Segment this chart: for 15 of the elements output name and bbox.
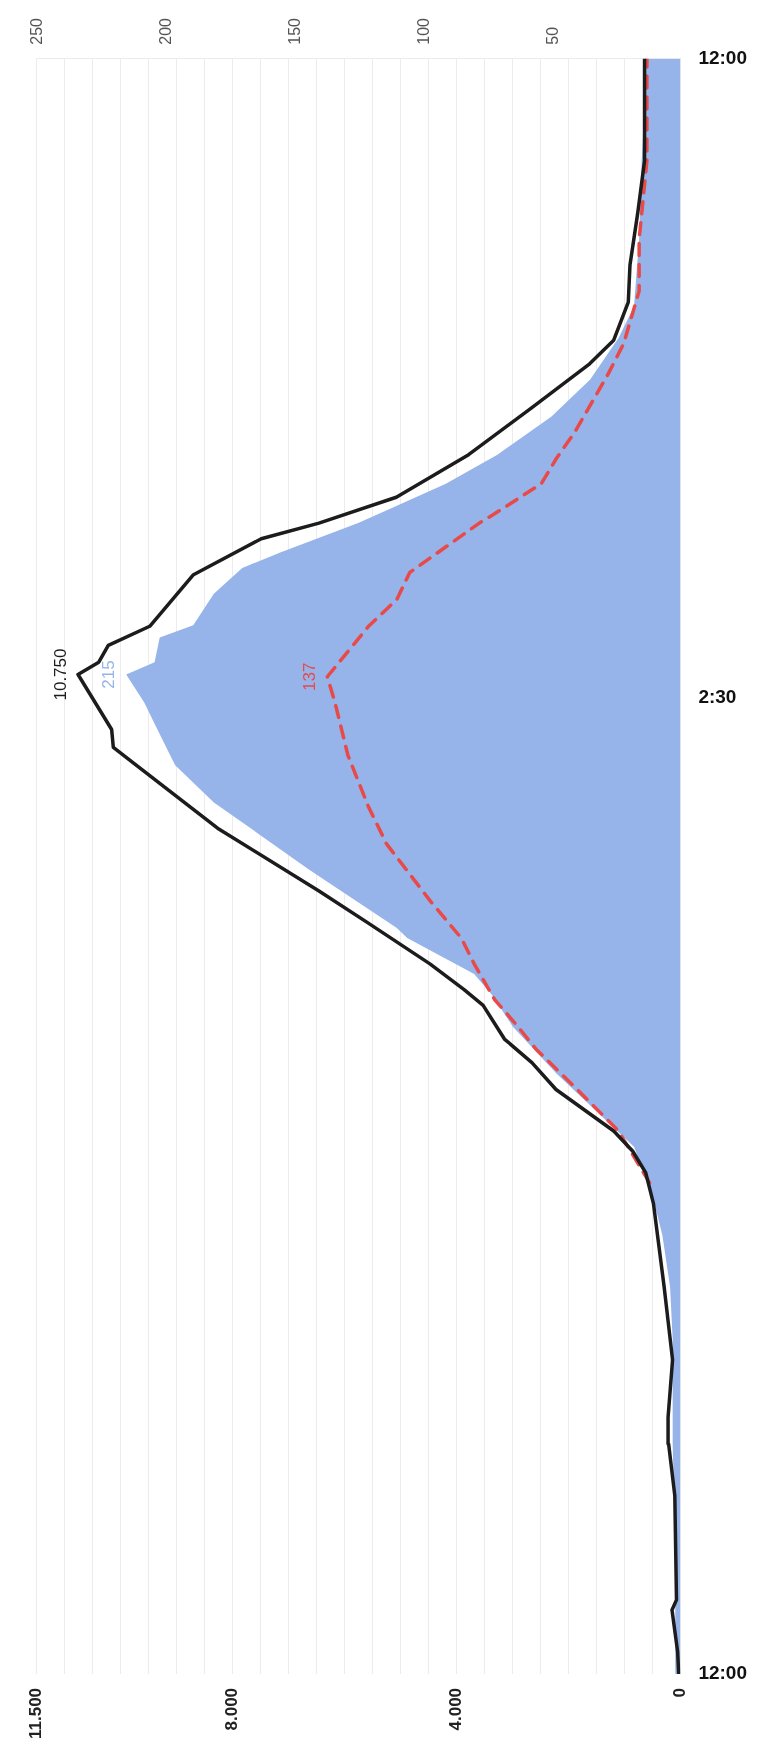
y-tick-label: 12:00 — [698, 1662, 748, 1684]
x2-tick-label: 150 — [285, 17, 303, 45]
data-label: 10.750 — [51, 648, 71, 701]
data-label: 137 — [300, 662, 320, 691]
x-tick-label: 0 — [670, 1687, 690, 1698]
y-tick-label: 2:30 — [698, 686, 737, 708]
x2-tick-label: 100 — [414, 17, 432, 45]
data-label: 215 — [99, 660, 119, 689]
x2-tick-label: 250 — [28, 17, 46, 45]
x-tick-label: 11.500 — [25, 1687, 45, 1739]
x2-tick-label: 200 — [157, 17, 175, 45]
x-tick-label: 8.000 — [221, 1687, 241, 1731]
y-tick-label: 12:00 — [698, 46, 748, 68]
x-tick-label: 4.000 — [445, 1687, 465, 1731]
x2-tick-label: 50 — [543, 26, 561, 45]
